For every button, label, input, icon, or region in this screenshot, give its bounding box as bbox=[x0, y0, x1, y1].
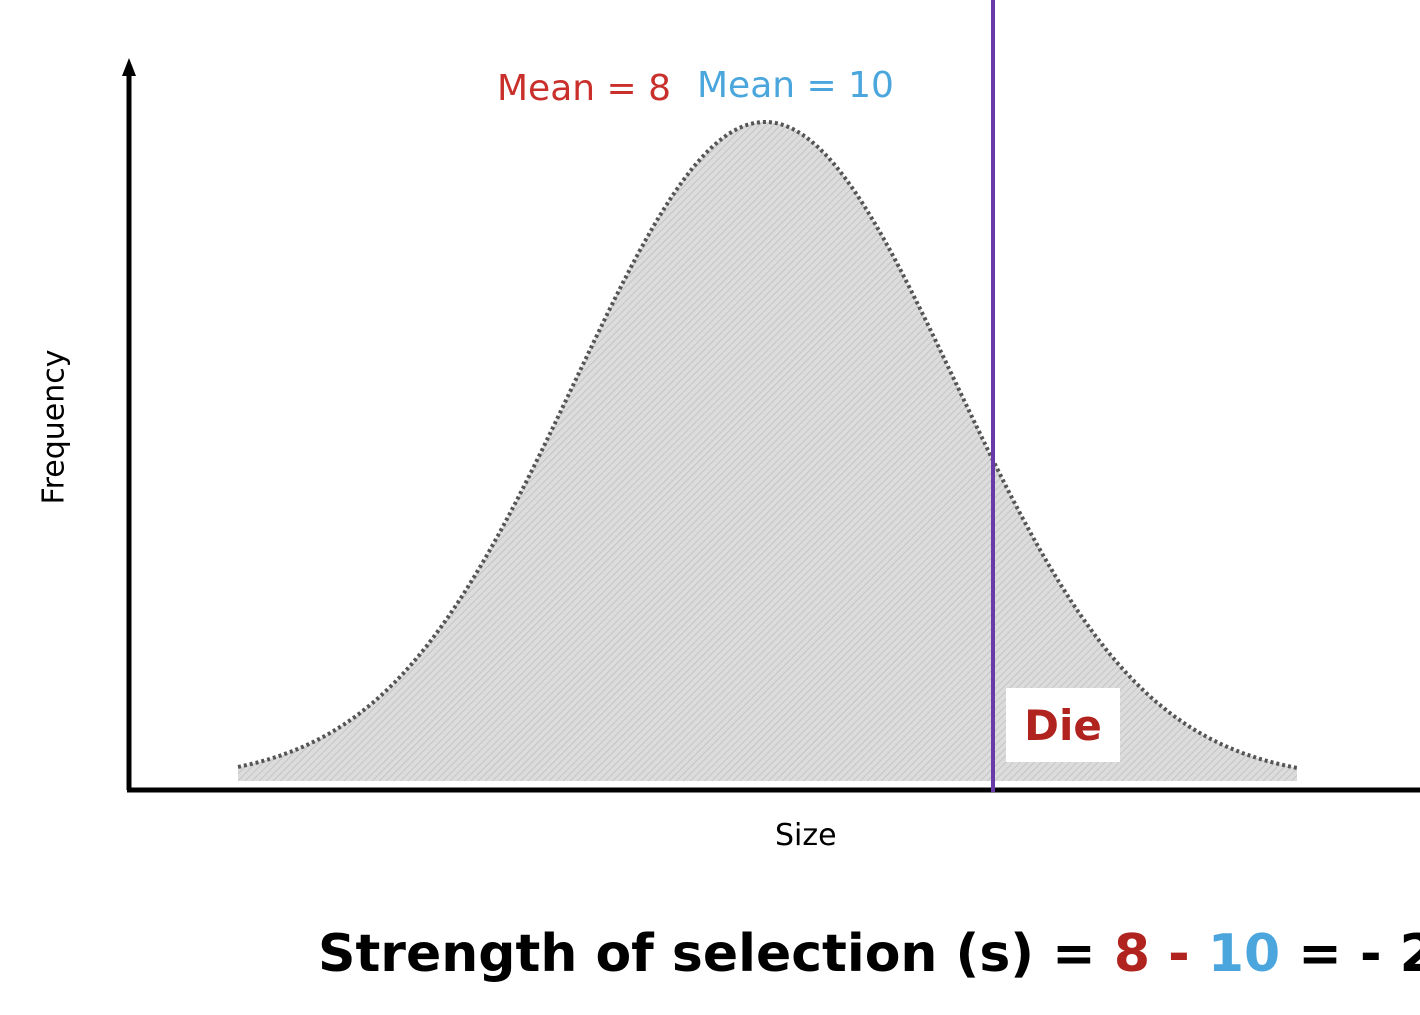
selection-formula: Strength of selection (s) = 8 - 10 = - 2 bbox=[318, 924, 1420, 984]
die-label: Die bbox=[1006, 688, 1120, 762]
formula-result: = - 2 bbox=[1298, 924, 1420, 984]
y-axis-label: Frequency bbox=[36, 349, 72, 505]
mean-after-label: Mean = 10 bbox=[697, 65, 894, 106]
distribution-curve bbox=[237, 120, 1298, 770]
formula-minus: - bbox=[1150, 924, 1208, 984]
y-axis-arrow-icon bbox=[122, 58, 136, 76]
x-axis-label: Size bbox=[775, 818, 837, 853]
formula-value-a: 8 bbox=[1113, 924, 1151, 984]
distribution-area bbox=[238, 122, 1297, 781]
mean-before-label: Mean = 8 bbox=[497, 68, 672, 109]
formula-value-b: 10 bbox=[1207, 924, 1281, 984]
formula-prefix: Strength of selection (s) = bbox=[318, 924, 1114, 984]
